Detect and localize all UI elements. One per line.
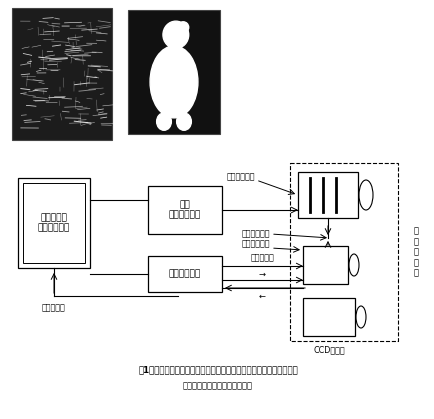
Bar	[148, 256, 221, 292]
Ellipse shape	[348, 254, 358, 276]
Text: パーソナル
コンピュータ: パーソナル コンピュータ	[38, 213, 70, 233]
Text: CCDカメラ: CCDカメラ	[312, 346, 344, 354]
Ellipse shape	[163, 21, 188, 49]
Ellipse shape	[176, 113, 191, 130]
Bar	[297, 172, 357, 218]
Text: 図1　三次元形態計測装置計測部の機器構成及び鶏の初生雛の計測例: 図1 三次元形態計測装置計測部の機器構成及び鶏の初生雛の計測例	[138, 365, 297, 375]
Bar	[18, 178, 90, 268]
Bar	[148, 186, 221, 234]
Bar	[289, 163, 397, 341]
Text: 計
測
ヘ
ッ
ド: 計 測 ヘ ッ ド	[413, 227, 418, 277]
Ellipse shape	[358, 180, 372, 210]
Text: 液晶モニター: 液晶モニター	[241, 240, 270, 248]
Text: プロジェクタ: プロジェクタ	[226, 173, 254, 181]
Text: （左はワイヤーフレーム表示）: （左はワイヤーフレーム表示）	[183, 382, 253, 391]
Bar	[128, 10, 220, 134]
Ellipse shape	[355, 306, 365, 328]
Text: →: →	[258, 269, 265, 279]
Ellipse shape	[168, 40, 181, 62]
Text: 液晶
コントローラ: 液晶 コントローラ	[168, 200, 201, 220]
Text: ←: ←	[258, 292, 265, 300]
Text: ビデオ信号: ビデオ信号	[250, 253, 274, 262]
Text: 液晶スリット: 液晶スリット	[241, 230, 270, 238]
Ellipse shape	[177, 22, 188, 33]
Bar	[302, 246, 347, 284]
Text: 画像処理装置: 画像処理装置	[168, 269, 201, 279]
Text: ビデオ信号: ビデオ信号	[42, 303, 66, 313]
Bar	[23, 183, 85, 263]
Ellipse shape	[150, 46, 197, 118]
Bar	[302, 298, 354, 336]
Bar	[12, 8, 112, 140]
Ellipse shape	[156, 113, 171, 130]
